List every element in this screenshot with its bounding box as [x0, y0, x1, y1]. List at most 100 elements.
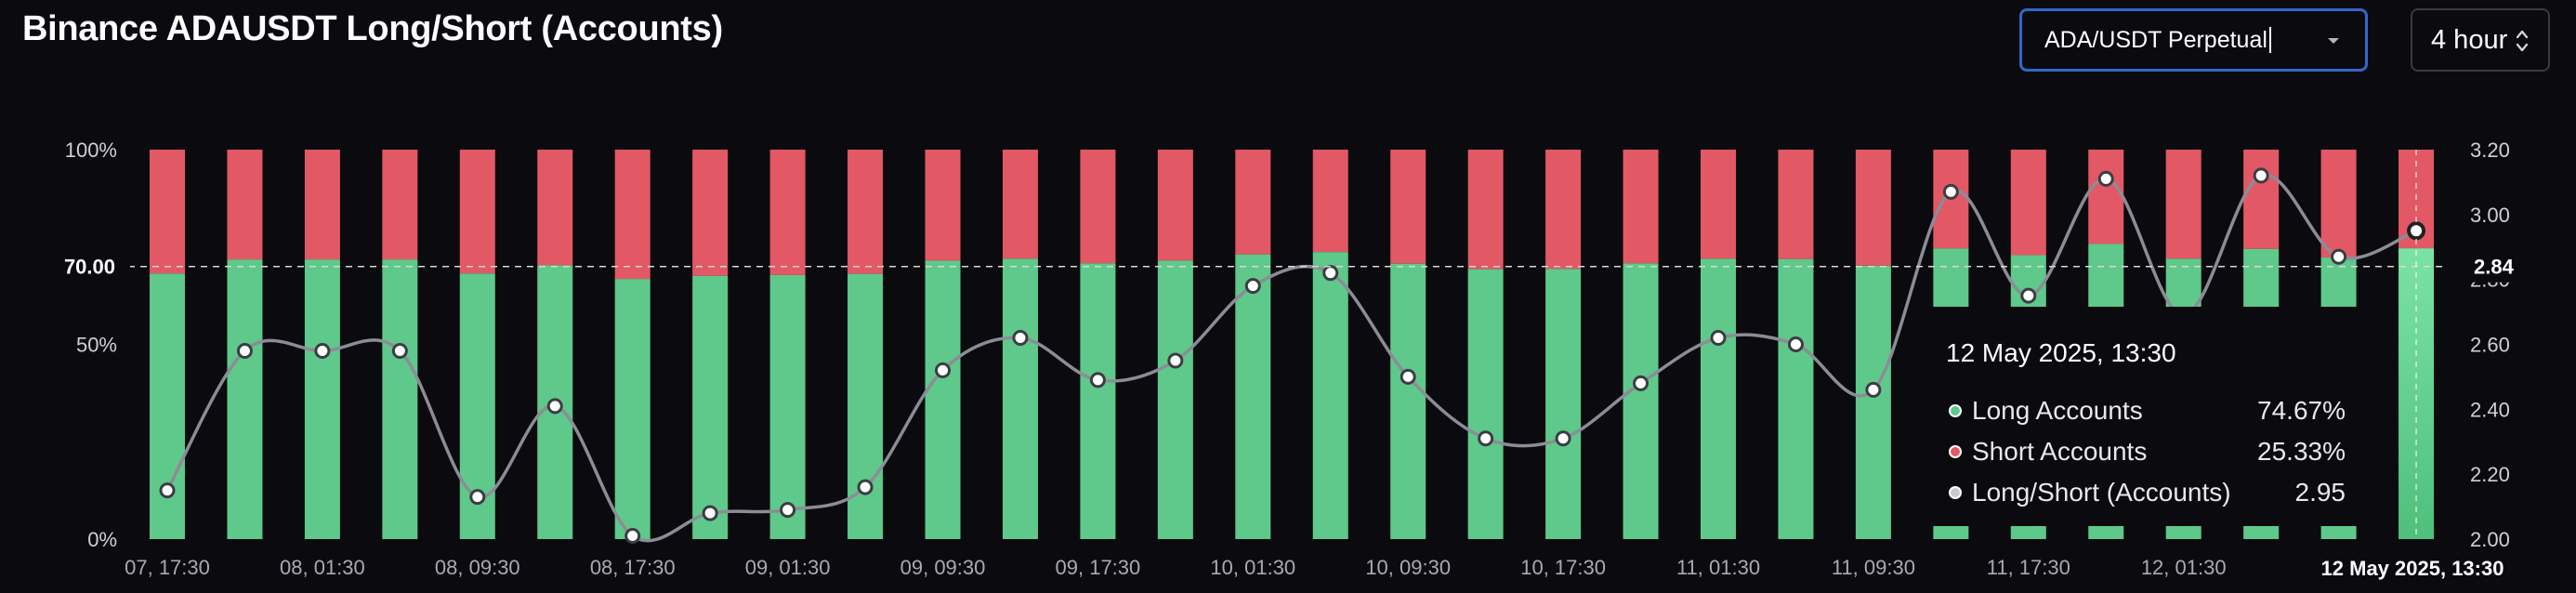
ratio-point: [314, 342, 331, 359]
ratio-point: [1555, 430, 1571, 447]
ratio-point: [1400, 368, 1416, 385]
right-axis-tick: 3.20: [2470, 138, 2510, 162]
bar-long: [1778, 258, 1814, 539]
ratio-point: [1710, 330, 1727, 347]
ratio-point: [546, 398, 563, 415]
ratio-point: [624, 528, 641, 545]
tooltip-label: Short Accounts: [1972, 437, 2148, 466]
chart-tooltip: 12 May 2025, 13:30 Long Accounts 74.67% …: [1933, 307, 2359, 526]
ratio-point: [1942, 183, 1959, 200]
bar-short: [1080, 150, 1116, 264]
right-axis-tick: 2.40: [2470, 398, 2510, 421]
tooltip-value: 74.67%: [2257, 396, 2346, 425]
interval-select-value: 4 hour: [2431, 24, 2508, 55]
bar-long: [692, 275, 729, 539]
ratio-point: [1478, 430, 1494, 447]
ratio-point: [935, 362, 951, 378]
tooltip-row-long: Long Accounts 74.67%: [1946, 396, 2346, 428]
bar-short: [848, 150, 884, 274]
chevron-down-icon: [2328, 38, 2339, 44]
tooltip-label: Long Accounts: [1972, 396, 2143, 425]
bar-long: [150, 273, 185, 539]
bar-short: [1855, 150, 1891, 266]
bar-long: [382, 259, 418, 539]
tooltip-row-ratio: Long/Short (Accounts) 2.95: [1946, 478, 2346, 509]
x-axis-tick: 08, 01:30: [280, 556, 365, 579]
long-legend-dot: [1949, 404, 1962, 417]
text-caret: [2268, 27, 2271, 53]
bar-long: [1467, 269, 1504, 539]
tooltip-value: 2.95: [2294, 478, 2346, 507]
right-crosshair-label: 2.84: [2474, 256, 2515, 279]
interval-select[interactable]: 4 hour: [2411, 8, 2550, 72]
bar-short: [1701, 150, 1736, 259]
x-highlight-bg: [2308, 552, 2517, 584]
ratio-point: [702, 505, 718, 521]
bar-short: [227, 150, 263, 260]
bar-long: [227, 259, 263, 539]
bar-short: [692, 150, 729, 276]
bar-short: [1467, 150, 1504, 270]
bar-short: [614, 150, 651, 280]
short-legend-dot: [1949, 445, 1962, 458]
x-axis-highlight-label: 12 May 2025, 13:30: [2321, 557, 2504, 580]
right-axis-tick: 2.00: [2470, 528, 2510, 551]
axis-layer: 0%50%100%70.002.002.202.402.602.803.003.…: [13, 138, 2546, 584]
bar-short: [1390, 150, 1426, 264]
x-axis-tick: 11, 09:30: [1832, 556, 1915, 579]
x-axis-tick: 12, 01:30: [2141, 556, 2227, 579]
x-axis-tick: 10, 09:30: [1365, 556, 1451, 579]
bar-long: [1545, 269, 1582, 539]
ratio-point: [1244, 278, 1261, 295]
x-axis-tick: 08, 17:30: [590, 556, 676, 579]
left-axis-tick: 100%: [65, 138, 117, 162]
bar-long: [769, 274, 806, 539]
right-axis-tick: 3.00: [2470, 204, 2510, 227]
ratio-point: [391, 342, 408, 359]
ratio-point: [1012, 330, 1029, 347]
ratio-point: [2331, 248, 2347, 265]
bar-long: [1623, 263, 1659, 539]
ratio-point: [469, 489, 486, 506]
right-axis-tick: 2.60: [2470, 334, 2510, 357]
bar-long: [1157, 260, 1193, 539]
ratio-point: [1322, 265, 1339, 282]
bar-long: [925, 260, 961, 539]
x-axis-tick: 09, 09:30: [900, 556, 986, 579]
ratio-point: [1787, 336, 1804, 352]
bar-short: [1002, 150, 1038, 259]
ratio-legend-dot: [1949, 486, 1962, 499]
ratio-point: [1865, 381, 1882, 398]
bar-long: [1312, 252, 1348, 539]
bar-short: [769, 150, 806, 275]
bar-short: [537, 150, 573, 266]
bar-short: [304, 150, 340, 260]
page-title: Binance ADAUSDT Long/Short (Accounts): [22, 9, 723, 48]
bar-short: [1157, 150, 1193, 261]
bar-short: [2165, 150, 2201, 259]
bar-long: [1855, 265, 1891, 539]
right-crosshair-label-bg: [2453, 250, 2546, 283]
x-axis-tick: 09, 17:30: [1056, 556, 1141, 579]
bar-short: [1235, 150, 1271, 255]
bar-short: [925, 150, 961, 261]
tooltip-label: Long/Short (Accounts): [1972, 478, 2231, 507]
x-axis-tick: 11, 01:30: [1676, 556, 1760, 579]
symbol-select[interactable]: ADA/USDT Perpetual: [2019, 8, 2368, 72]
bar-short: [2243, 150, 2280, 249]
bar-long: [1390, 263, 1426, 539]
x-axis-tick: 11, 17:30: [1987, 556, 2070, 579]
bar-short: [2088, 150, 2124, 244]
up-down-chevron-icon: [2516, 30, 2529, 52]
bar-long: [848, 273, 884, 539]
bar-short: [459, 150, 495, 274]
ratio-point: [1167, 352, 1184, 369]
bar-short: [1312, 150, 1348, 253]
right-axis-tick: 2.20: [2470, 463, 2510, 486]
ratio-point: [159, 482, 176, 499]
bar-long: [1701, 258, 1736, 539]
x-axis-tick: 10, 01:30: [1210, 556, 1295, 579]
symbol-select-value: ADA/USDT Perpetual: [2044, 26, 2267, 53]
ratio-point: [1633, 375, 1649, 391]
ratio-point: [780, 502, 796, 519]
